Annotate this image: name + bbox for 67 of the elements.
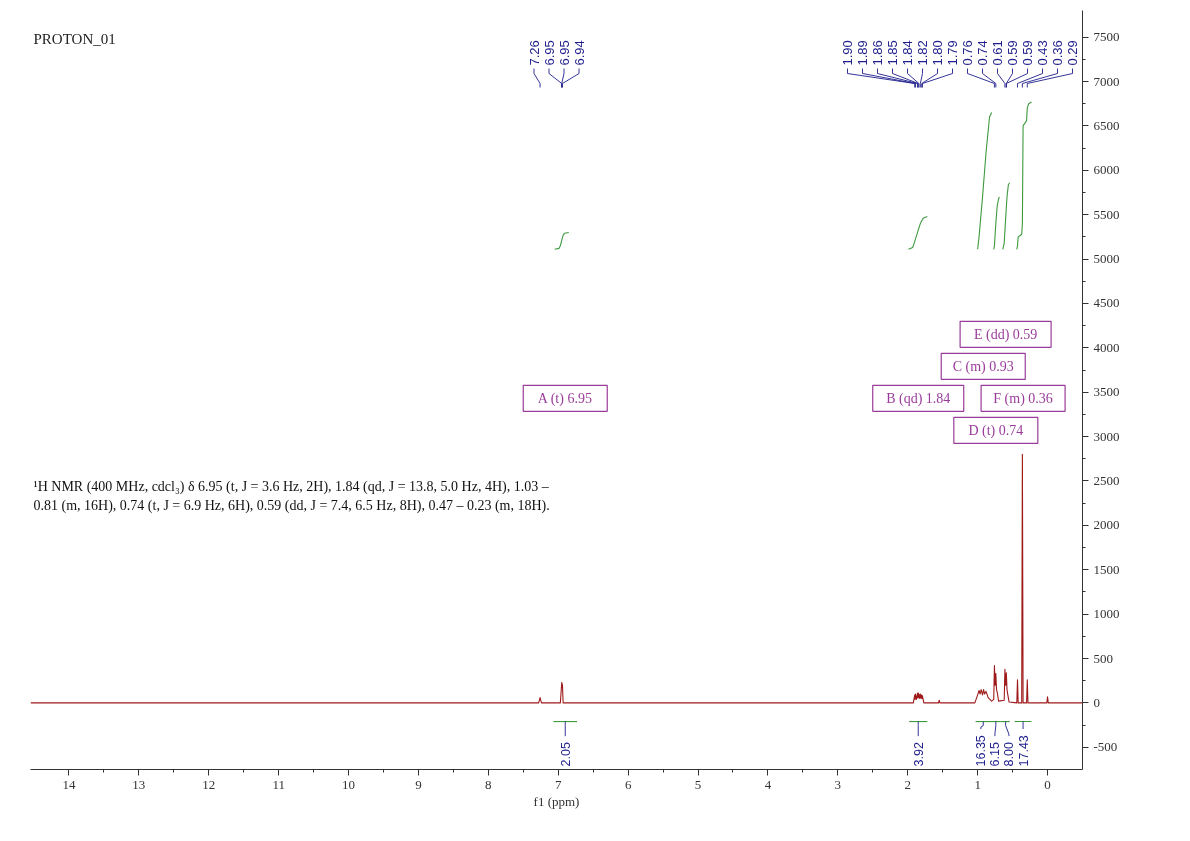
annotation: C (m) 0.93 xyxy=(952,358,1014,375)
annotation: 0.74 xyxy=(975,40,990,66)
x-tick-label: 8 xyxy=(485,776,492,792)
x-axis-title: f1 (ppm) xyxy=(533,793,580,809)
annotation: 1.89 xyxy=(855,40,870,66)
x-tick-label: 12 xyxy=(202,776,216,792)
y-tick-label: 2500 xyxy=(1093,472,1120,488)
annotation: ¹H NMR (400 MHz, cdcl₃) δ 6.95 (t, J = 3.6 Hz, 2H), 1.84 (qd, J = 13.8, 5.0 Hz, 4H), 1.03 – 0.81 (m, 16H), 0.74 (t, J = 6.9 Hz, 6H), 0.59 (dd, J = 7.4, 6.5 Hz, 8H), 0.47 – 0.23 (m, 18H). xyxy=(33,478,550,514)
text: PROTON_01 xyxy=(33,30,116,47)
x-tick-label: 13 xyxy=(132,776,146,792)
annotation: 0.59 xyxy=(1020,40,1035,66)
annotation: 1.85 xyxy=(885,40,900,66)
y-tick-label: 500 xyxy=(1093,650,1113,666)
y-tick-label: 6000 xyxy=(1093,162,1120,178)
y-tick-label: 2000 xyxy=(1093,517,1120,533)
y-tick-label: 4000 xyxy=(1093,339,1120,355)
x-tick-label: 10 xyxy=(342,776,356,792)
annotation: 6.95 xyxy=(556,40,572,66)
annotation: 1.79 xyxy=(945,40,960,66)
y-tick-label: 6500 xyxy=(1093,117,1120,133)
annotation: D (t) 0.74 xyxy=(968,422,1024,439)
x-tick-label: 5 xyxy=(694,776,702,792)
annotation: 17.43 xyxy=(1016,735,1031,767)
annotation: E (dd) 0.59 xyxy=(973,326,1038,343)
annotation: 1.90 xyxy=(840,40,855,66)
annotation: 8.00 xyxy=(1002,742,1017,767)
y-tick-label: 1000 xyxy=(1093,606,1120,622)
x-tick-label: 0 xyxy=(1044,776,1051,792)
annotation: F (m) 0.36 xyxy=(993,390,1053,407)
annotation: 7.26 xyxy=(526,40,542,66)
annotation: B (qd) 1.84 xyxy=(886,390,951,407)
x-tick-label: 3 xyxy=(834,776,842,792)
annotation: 0.43 xyxy=(1035,40,1050,66)
y-tick-label: 3500 xyxy=(1093,384,1120,400)
y-tick-label: 4500 xyxy=(1093,295,1120,311)
y-tick-label: 5000 xyxy=(1093,251,1120,267)
y-tick-label: -500 xyxy=(1093,739,1118,755)
x-tick-label: 2 xyxy=(904,776,911,792)
x-tick-label: 1 xyxy=(974,776,981,792)
annotation: 6.95 xyxy=(541,40,557,66)
y-tick-label: 0 xyxy=(1093,694,1100,710)
annotation: 0.59 xyxy=(1005,40,1020,66)
x-tick-label: 6 xyxy=(624,776,632,792)
annotation: 6.94 xyxy=(571,40,587,66)
x-tick-label: 4 xyxy=(764,776,772,792)
annotation: 1.84 xyxy=(900,40,915,66)
annotation: 1.80 xyxy=(930,40,945,66)
x-tick-label: 7 xyxy=(555,776,562,792)
annotation: 0.29 xyxy=(1065,40,1080,66)
annotation: 2.05 xyxy=(558,742,573,767)
x-tick-label: 9 xyxy=(415,776,422,792)
annotation: 1.82 xyxy=(915,40,930,66)
annotation: 0.36 xyxy=(1050,40,1065,66)
x-tick-label: 11 xyxy=(272,776,285,792)
y-tick-label: 7000 xyxy=(1093,73,1120,89)
y-tick-label: 7500 xyxy=(1093,29,1120,45)
y-tick-label: 3000 xyxy=(1093,428,1120,444)
annotation: 6.15 xyxy=(988,742,1003,767)
x-tick-label: 14 xyxy=(62,776,76,792)
y-tick-label: 1500 xyxy=(1093,561,1120,577)
annotation: 0.61 xyxy=(990,40,1005,66)
y-tick-label: 5500 xyxy=(1093,206,1120,222)
annotation: 16.35 xyxy=(974,735,989,767)
annotation: A (t) 6.95 xyxy=(537,390,592,407)
annotation: 3.92 xyxy=(911,742,926,767)
annotation: 1.86 xyxy=(870,40,885,66)
annotation: 0.76 xyxy=(960,40,975,66)
